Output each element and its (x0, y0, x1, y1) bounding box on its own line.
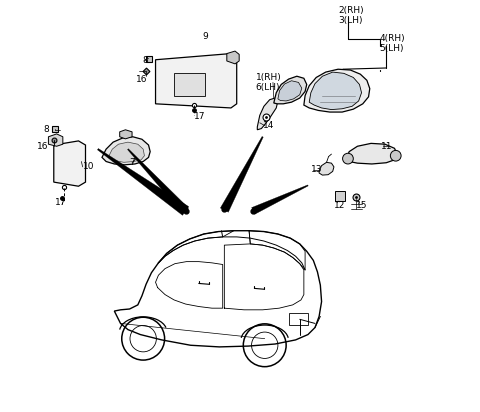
Text: 7: 7 (129, 158, 134, 167)
Polygon shape (309, 72, 361, 110)
Text: 1(RH)
6(LH): 1(RH) 6(LH) (256, 73, 281, 92)
Circle shape (390, 150, 401, 161)
Polygon shape (120, 130, 132, 139)
Text: 12: 12 (334, 201, 345, 210)
Polygon shape (109, 142, 144, 162)
Text: 4(RH)
5(LH): 4(RH) 5(LH) (379, 33, 405, 53)
Polygon shape (156, 54, 237, 108)
Polygon shape (304, 69, 370, 112)
Text: 15: 15 (356, 201, 368, 210)
Polygon shape (48, 134, 63, 146)
Polygon shape (274, 76, 307, 104)
Text: 10: 10 (83, 162, 94, 171)
Polygon shape (278, 81, 302, 101)
Text: 16: 16 (37, 142, 49, 151)
Text: 2(RH)
3(LH): 2(RH) 3(LH) (338, 5, 364, 25)
Polygon shape (102, 137, 150, 165)
Text: 11: 11 (381, 142, 393, 151)
Polygon shape (220, 136, 263, 212)
Text: 8: 8 (43, 125, 49, 134)
Polygon shape (227, 51, 239, 64)
Text: 14: 14 (263, 121, 274, 130)
Polygon shape (257, 98, 278, 130)
Polygon shape (252, 185, 308, 214)
Text: 17: 17 (194, 112, 205, 121)
Text: 9: 9 (202, 32, 208, 41)
Polygon shape (346, 143, 397, 164)
Text: 16: 16 (136, 75, 148, 84)
Bar (335, 191, 345, 201)
Polygon shape (319, 162, 334, 175)
Bar (288, 313, 308, 325)
Circle shape (343, 153, 353, 164)
Bar (174, 73, 205, 96)
Polygon shape (128, 149, 189, 214)
Text: 13: 13 (311, 165, 323, 174)
Text: 8: 8 (142, 56, 148, 66)
Polygon shape (97, 148, 189, 215)
Text: 17: 17 (55, 198, 67, 207)
Polygon shape (54, 141, 85, 186)
